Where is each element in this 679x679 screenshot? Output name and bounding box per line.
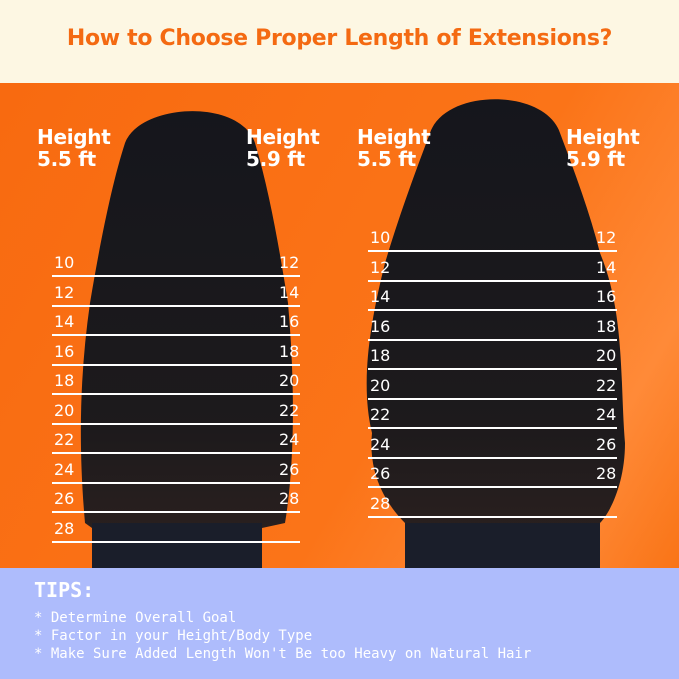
length-label-right: 20 <box>596 346 617 365</box>
length-line <box>368 279 617 282</box>
length-label-left: 16 <box>54 341 75 361</box>
page-title: How to Choose Proper Length of Extension… <box>66 26 613 51</box>
height-label-5-5: Height 5.5 ft <box>37 125 111 171</box>
length-label-right: 22 <box>596 375 617 395</box>
length-label-right: 24 <box>279 430 300 449</box>
length-label-right: 20 <box>279 371 300 390</box>
length-line <box>368 250 617 252</box>
tip-item: * Factor in your Height/Body Type <box>34 628 313 644</box>
tips-title: TIPS: <box>34 578 95 602</box>
length-label-right: 22 <box>279 400 300 420</box>
length-label-right: 18 <box>596 316 617 336</box>
length-line <box>52 393 300 395</box>
length-label-left: 14 <box>370 287 391 306</box>
length-label-left: 24 <box>370 434 391 454</box>
length-label-left: 26 <box>370 464 391 483</box>
height-label-line1: Height <box>246 125 320 149</box>
length-label-left: 18 <box>370 346 391 365</box>
length-label-left: 26 <box>54 489 75 508</box>
length-line <box>52 540 300 543</box>
length-line <box>368 397 617 400</box>
height-label-line1: Height <box>357 125 431 149</box>
length-label-left: 20 <box>370 375 391 395</box>
length-label-right: 16 <box>596 287 617 306</box>
length-line <box>368 427 617 429</box>
height-label-line2: 5.5 ft <box>357 147 416 171</box>
length-line <box>368 515 617 518</box>
length-label-left: 22 <box>54 430 75 449</box>
length-label-left: 28 <box>54 518 75 538</box>
hair-length-chart: Height 5.5 ft Height 5.9 ft Height 5.5 f… <box>0 83 679 568</box>
length-label-left: 22 <box>370 405 391 424</box>
length-label-left: 28 <box>370 493 391 513</box>
length-label-right: 12 <box>279 253 300 272</box>
height-label-line2: 5.5 ft <box>37 147 96 171</box>
height-label-5-5: Height 5.5 ft <box>357 125 431 171</box>
length-label-right: 26 <box>279 459 300 479</box>
height-label-line1: Height <box>566 125 640 149</box>
length-label-left: 10 <box>54 253 75 272</box>
length-label-left: 20 <box>54 400 75 420</box>
length-label-right: 18 <box>279 341 300 361</box>
length-label-right: 28 <box>279 489 300 508</box>
length-label-right: 28 <box>596 464 617 483</box>
header: How to Choose Proper Length of Extension… <box>0 0 679 83</box>
length-line <box>368 338 617 341</box>
length-label-right: 12 <box>596 228 617 247</box>
length-line <box>52 511 300 513</box>
length-line <box>52 481 300 484</box>
length-label-left: 18 <box>54 371 75 390</box>
height-label-5-9: Height 5.9 ft <box>246 125 320 171</box>
length-line <box>52 334 300 336</box>
length-line <box>52 275 300 277</box>
length-label-left: 24 <box>54 459 75 479</box>
length-line <box>368 456 617 459</box>
jeans <box>405 523 600 568</box>
wavy-hair-image <box>366 99 625 568</box>
height-label-5-9: Height 5.9 ft <box>566 125 640 171</box>
length-label-left: 16 <box>370 316 391 336</box>
tips-section: TIPS: * Determine Overall Goal * Factor … <box>0 568 679 679</box>
straight-hair-image <box>80 111 293 568</box>
height-label-line2: 5.9 ft <box>246 147 305 171</box>
length-label-right: 24 <box>596 405 617 424</box>
tip-item: * Make Sure Added Length Won't Be too He… <box>34 646 532 662</box>
length-label-left: 12 <box>370 257 391 277</box>
length-line <box>52 422 300 425</box>
length-label-right: 26 <box>596 434 617 454</box>
length-label-right: 14 <box>279 282 300 302</box>
jeans <box>92 523 262 568</box>
length-line <box>368 309 617 311</box>
tip-item: * Determine Overall Goal <box>34 610 237 626</box>
length-label-left: 10 <box>370 228 391 247</box>
length-line <box>52 452 300 454</box>
height-label-line2: 5.9 ft <box>566 147 625 171</box>
length-line <box>52 363 300 366</box>
length-line <box>368 486 617 488</box>
length-label-left: 12 <box>54 282 75 302</box>
length-line <box>368 368 617 370</box>
height-label-line1: Height <box>37 125 111 149</box>
length-label-right: 16 <box>279 312 300 331</box>
length-label-left: 14 <box>54 312 75 331</box>
length-label-right: 14 <box>596 257 617 277</box>
length-line <box>52 304 300 307</box>
